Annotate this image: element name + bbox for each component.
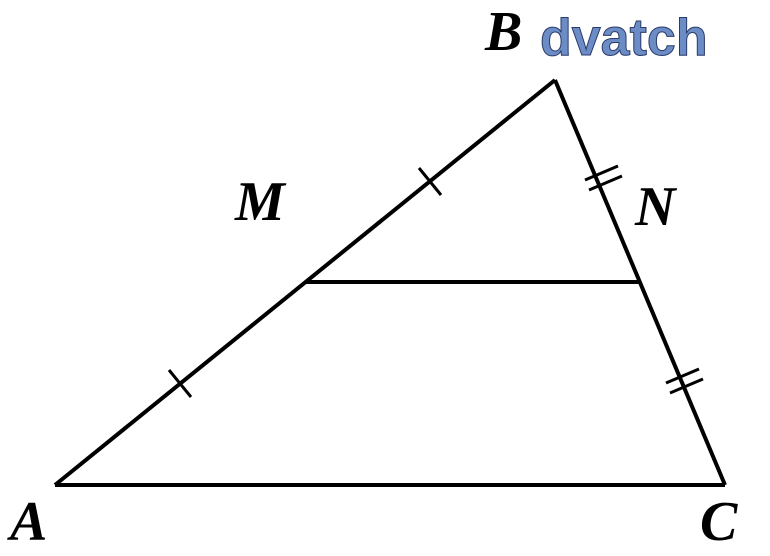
triangle-diagram [0, 0, 770, 556]
triangle-edges [55, 80, 725, 485]
tick-am [169, 370, 191, 397]
label-b: B [485, 0, 522, 64]
tick-bn-2 [589, 176, 622, 190]
watermark-text: dvatch [540, 8, 708, 68]
label-n: N [635, 175, 675, 239]
label-m: M [235, 170, 285, 234]
label-a: A [10, 490, 47, 554]
tick-mb [419, 168, 441, 195]
label-c: C [700, 490, 737, 554]
